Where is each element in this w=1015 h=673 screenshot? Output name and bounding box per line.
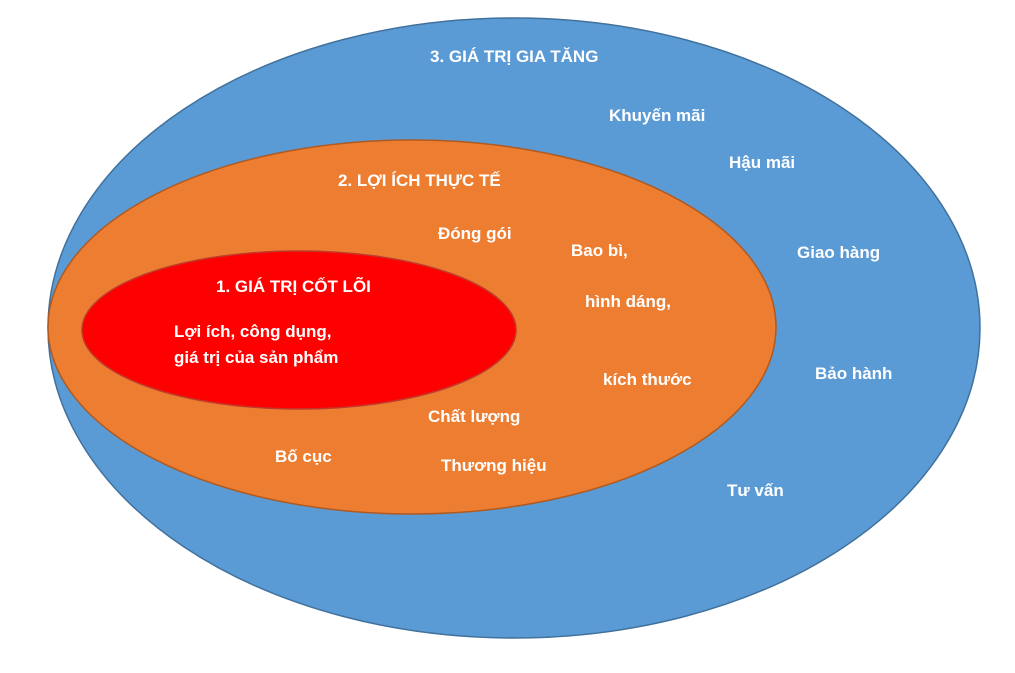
value-added-item: Bảo hành (815, 364, 892, 383)
actual-benefit-item: Bao bì, (571, 241, 628, 260)
value-added-item: Giao hàng (797, 243, 880, 262)
value-added-item: Hậu mãi (729, 153, 795, 172)
actual-benefit-item: kích thước (603, 370, 692, 389)
actual-benefit-item: Thương hiệu (441, 456, 547, 475)
value-added-title: 3. GIÁ TRỊ GIA TĂNG (430, 47, 598, 66)
value-added-item: Tư vấn (727, 481, 784, 500)
core-value-line: Lợi ích, công dụng, (174, 322, 332, 341)
value-added-item: Khuyến mãi (609, 106, 705, 125)
actual-benefit-title: 2. LỢI ÍCH THỰC TẾ (338, 171, 501, 190)
core-value-line: giá trị của sản phẩm (174, 348, 338, 367)
actual-benefit-item: Đóng gói (438, 224, 512, 243)
actual-benefit-item: Chất lượng (428, 407, 520, 426)
core-value-ellipse (81, 250, 517, 410)
core-value-title: 1. GIÁ TRỊ CỐT LÕI (216, 276, 371, 296)
actual-benefit-item: Bố cục (275, 447, 332, 466)
actual-benefit-item: hình dáng, (585, 292, 671, 311)
